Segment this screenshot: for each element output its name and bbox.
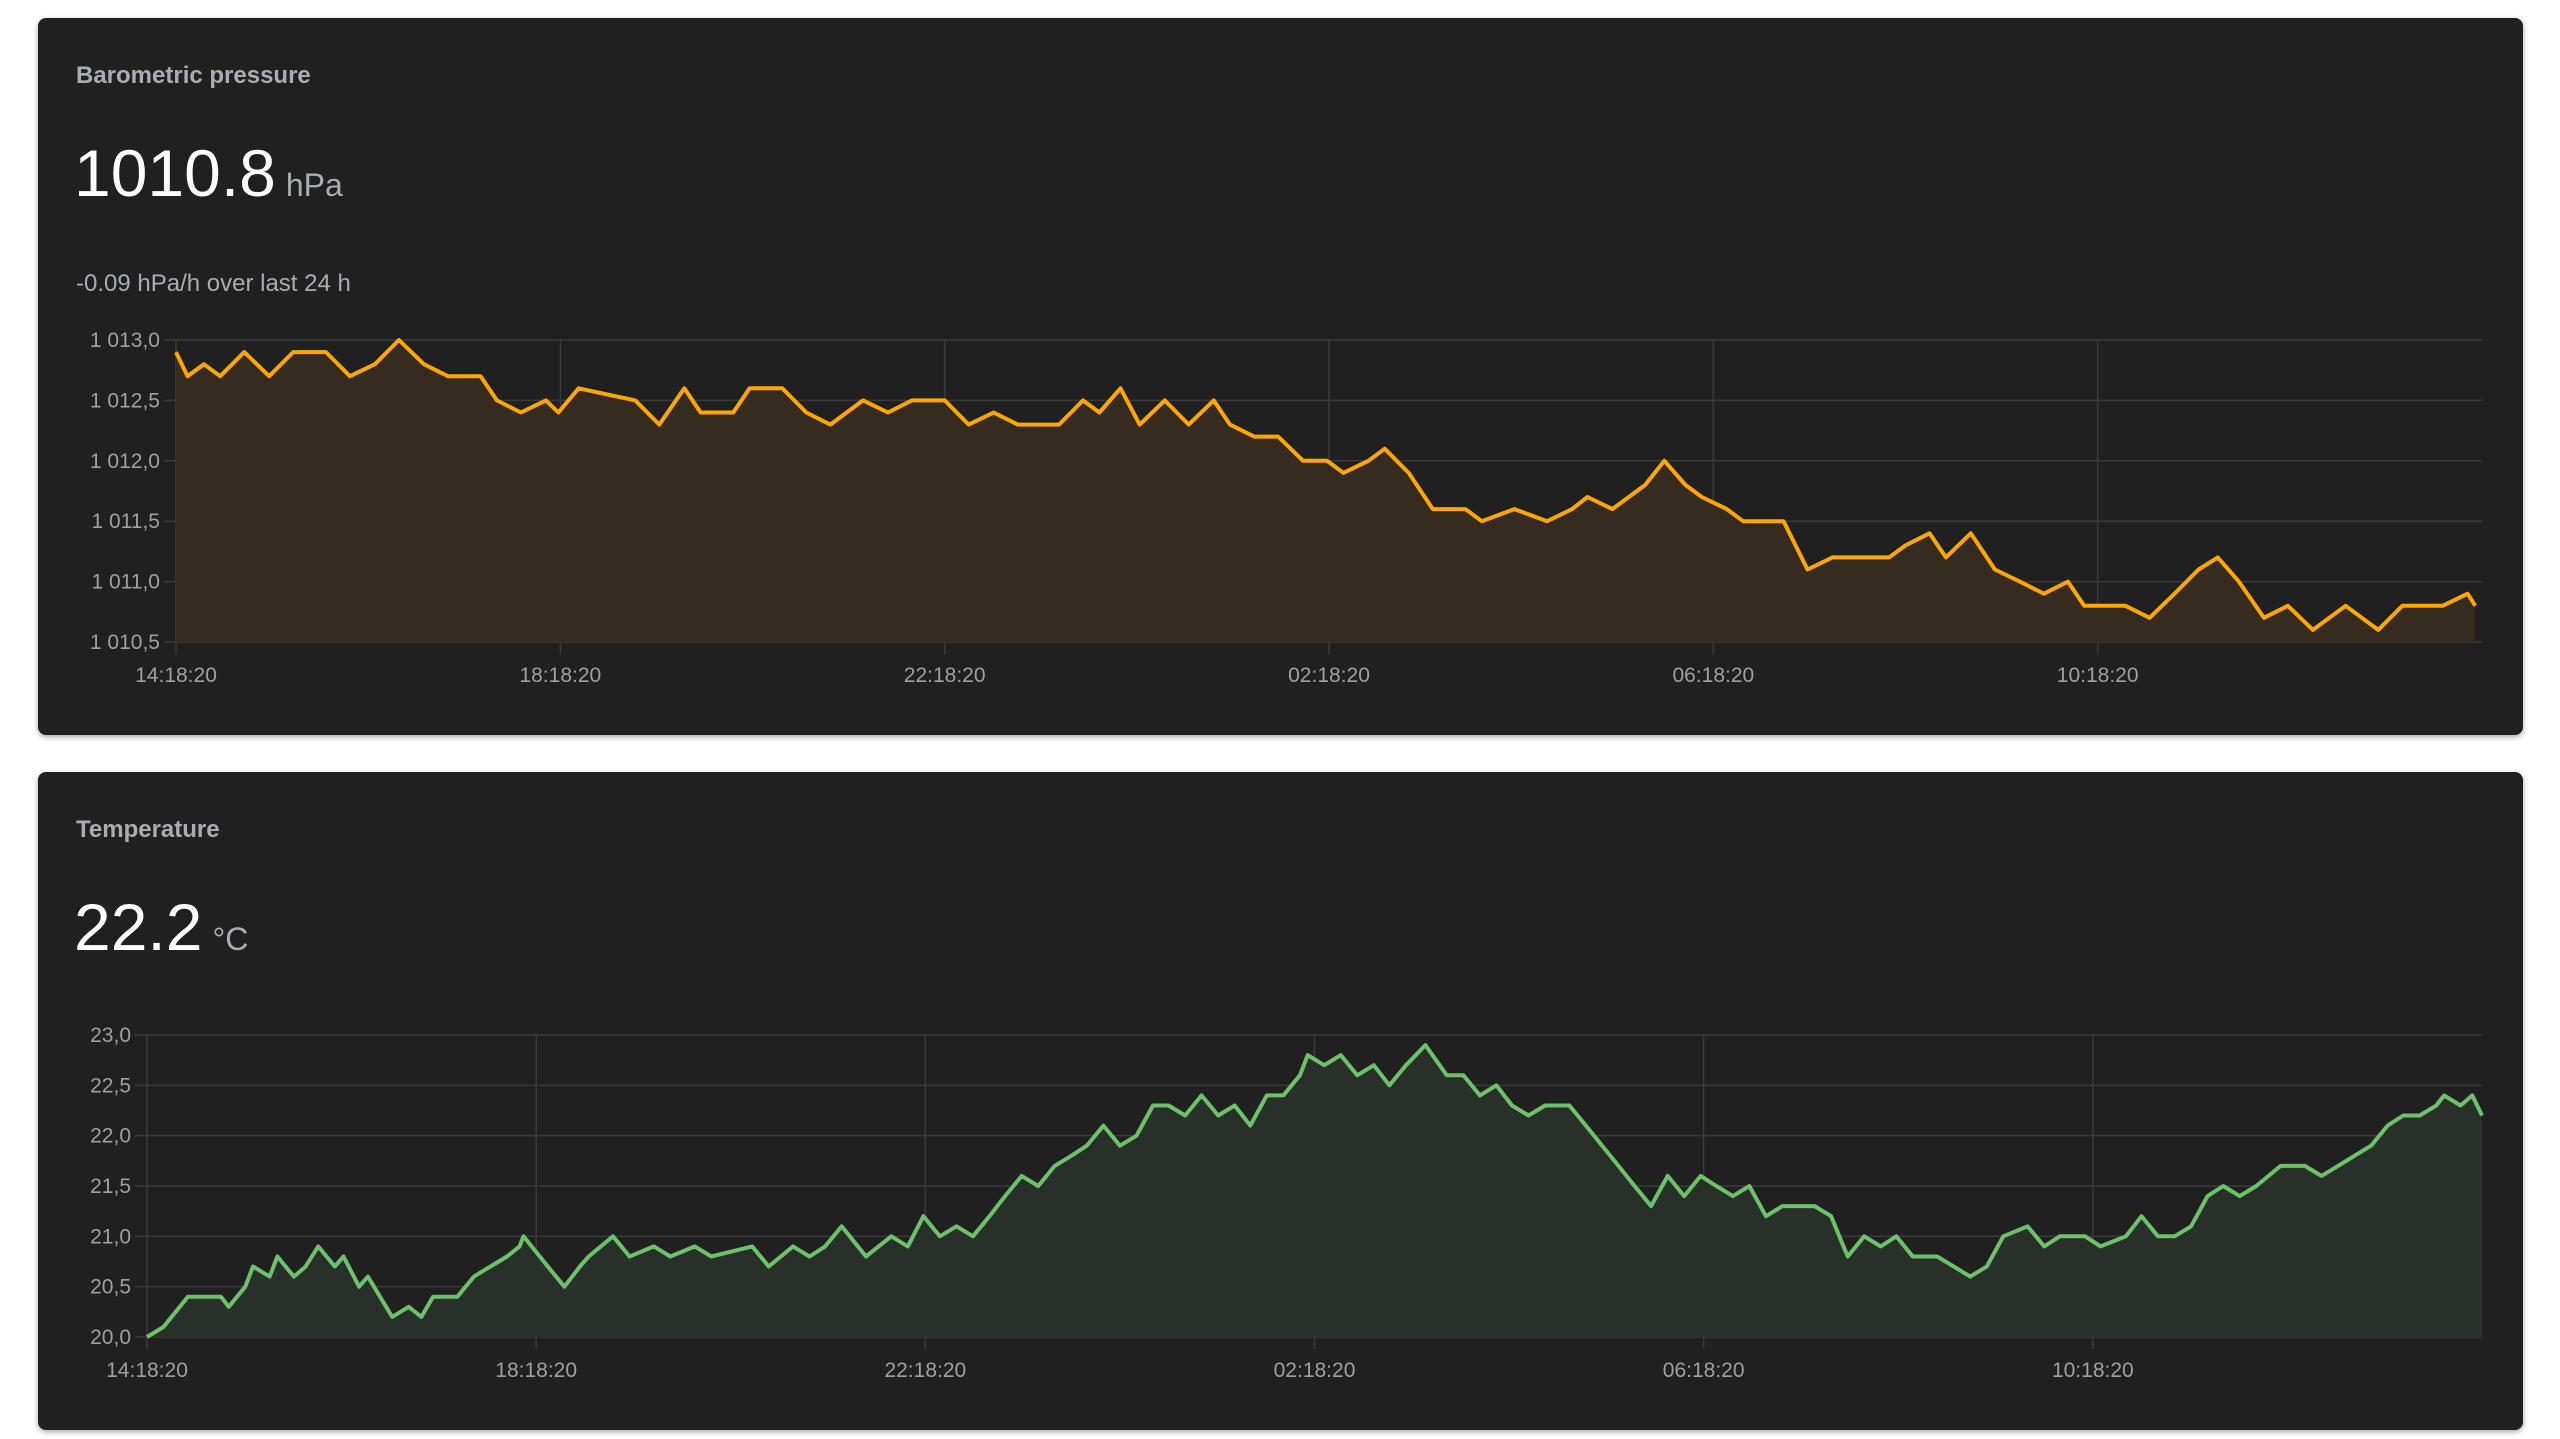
y-tick-label: 21,0 (90, 1225, 131, 1248)
pressure-card: Barometric pressure 1010.8 hPa -0.09 hPa/… (38, 18, 2523, 735)
y-tick-label: 1 012,5 (90, 389, 160, 412)
temperature-card: Temperature 22.2 °C 20,0 20,5 21,0 21,5 22,0 2… (38, 772, 2523, 1430)
card-title: Temperature (76, 816, 220, 843)
card-title: Barometric pressure (76, 62, 311, 89)
x-tick-label: 14:18:20 (106, 1359, 188, 1382)
x-tick-label: 02:18:20 (1274, 1359, 1356, 1382)
x-tick-label: 10:18:20 (2057, 664, 2139, 687)
y-tick-label: 23,0 (90, 1024, 131, 1047)
y-tick-label: 20,5 (90, 1276, 131, 1299)
trend-text: -0.09 hPa/h over last 24 h (76, 270, 351, 297)
series-area (147, 1045, 2482, 1337)
series-line (174, 338, 2477, 632)
y-tick-label: 1 011,5 (91, 510, 160, 533)
value-unit: °C (212, 921, 249, 957)
temperature-chart[interactable]: 20,0 20,5 21,0 21,5 22,0 22,5 23,0 14:18:20 18:1… (38, 772, 2523, 1430)
x-tick-label: 06:18:20 (1663, 1359, 1745, 1382)
x-tick-label: 22:18:20 (884, 1359, 966, 1382)
y-tick-label: 1 012,0 (90, 450, 160, 473)
x-tick-label: 02:18:20 (1288, 664, 1370, 687)
y-tick-label: 1 011,0 (91, 571, 160, 594)
series-line (145, 1043, 2484, 1339)
x-tick-label: 06:18:20 (1672, 664, 1754, 687)
y-tick-label: 20,0 (90, 1326, 131, 1349)
x-tick-label: 14:18:20 (135, 664, 217, 687)
y-tick-label: 21,5 (90, 1175, 131, 1198)
y-tick-label: 22,0 (90, 1125, 131, 1148)
pressure-chart[interactable]: 1 010,5 1 011,0 1 011,5 1 012,0 1 012,5 1 013… (38, 18, 2523, 735)
x-tick-label: 18:18:20 (495, 1359, 577, 1382)
y-tick-label: 22,5 (90, 1074, 131, 1097)
x-tick-label: 10:18:20 (2052, 1359, 2134, 1382)
x-tick-label: 18:18:20 (519, 664, 601, 687)
x-tick-label: 22:18:20 (904, 664, 986, 687)
y-tick-label: 1 010,5 (90, 631, 160, 654)
current-value: 22.2 °C (74, 894, 248, 960)
value-unit: hPa (285, 167, 343, 203)
y-tick-label: 1 013,0 (90, 329, 160, 352)
series-area (176, 340, 2476, 642)
value-number: 1010.8 (74, 136, 276, 210)
value-number: 22.2 (74, 890, 203, 964)
current-value: 1010.8 hPa (74, 140, 343, 206)
